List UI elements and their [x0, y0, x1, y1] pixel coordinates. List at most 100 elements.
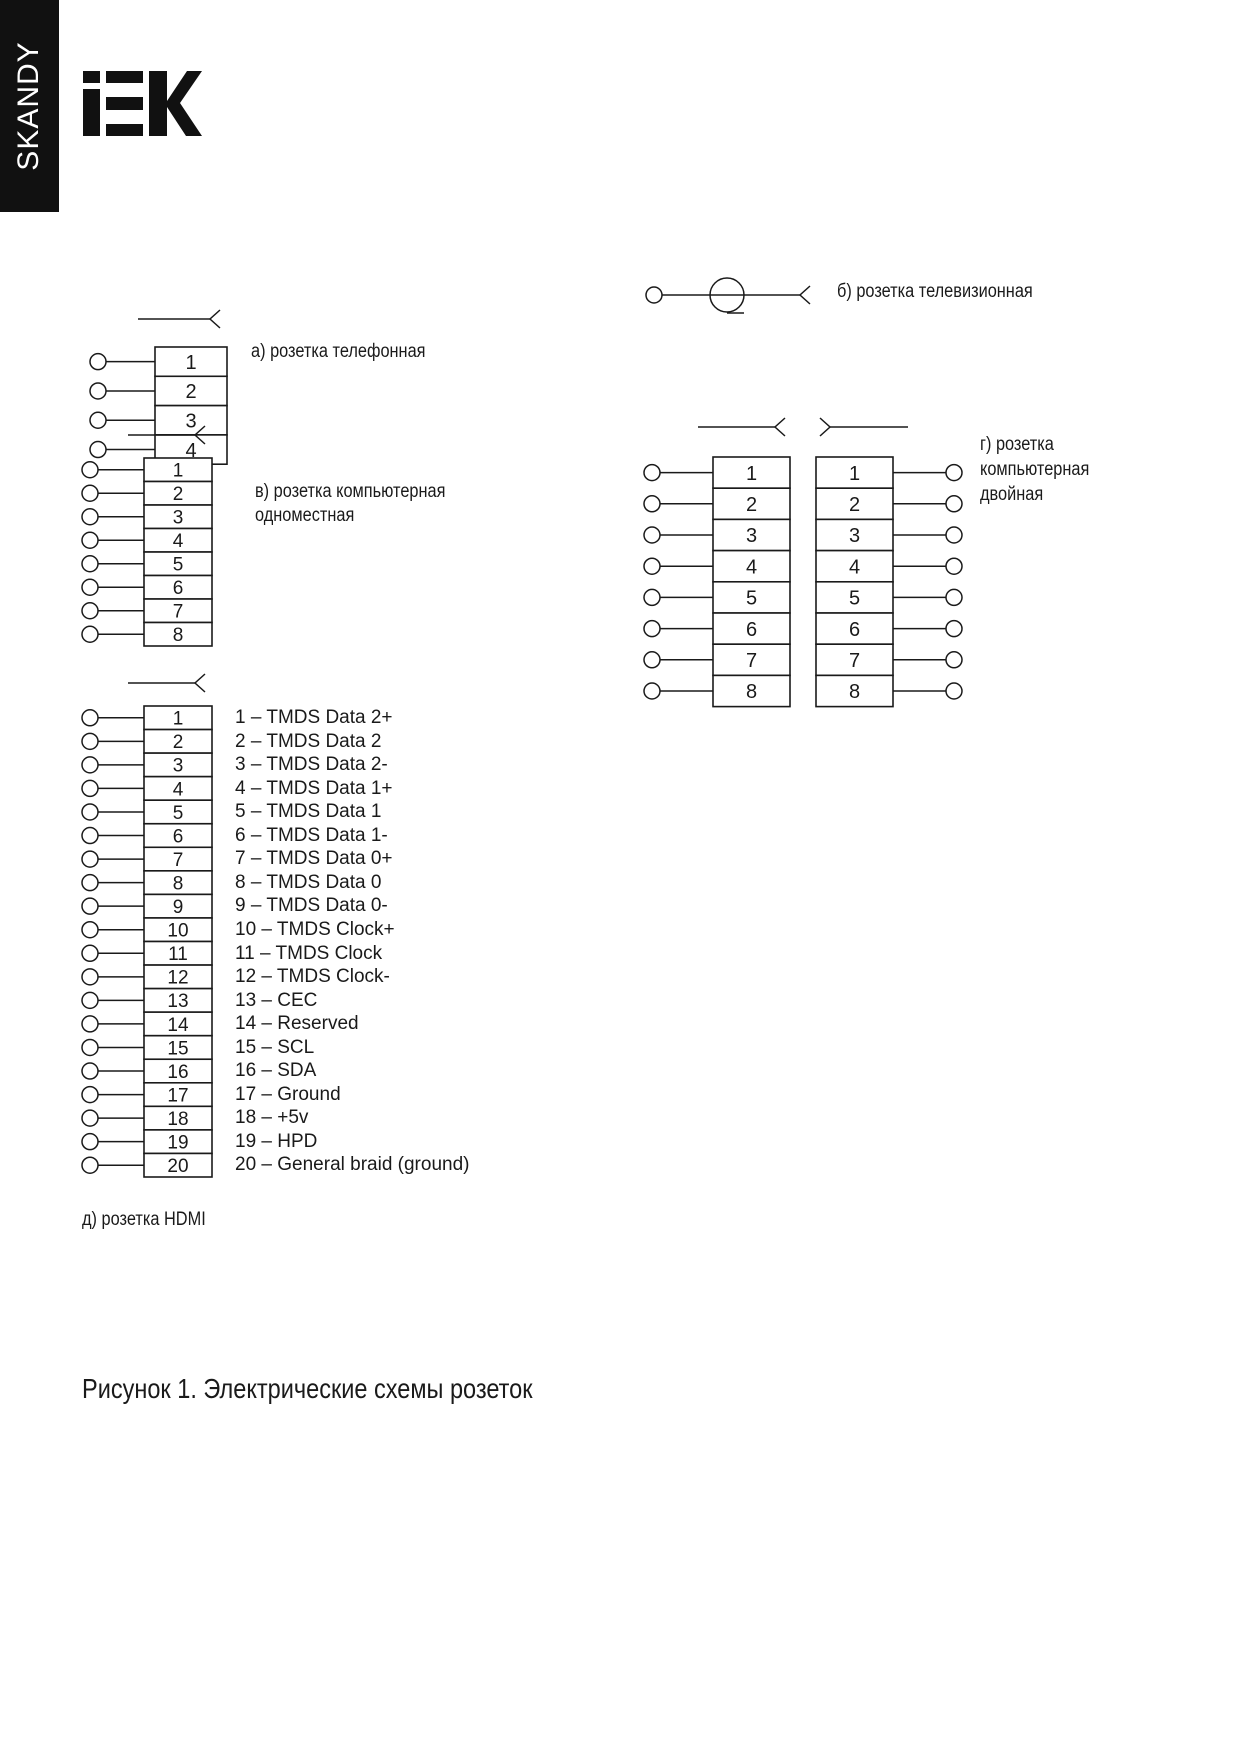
hdmi-pin-description: 18 – +5v: [235, 1107, 309, 1129]
hdmi-terminal: [81, 709, 99, 727]
phone-terminal: [89, 382, 107, 400]
computer-double-left-pin-cell: [712, 643, 791, 677]
hdmi-pin-number: 13: [167, 991, 188, 1012]
hdmi-terminal: [81, 756, 99, 774]
computer-double-right-pin-cell: [815, 612, 894, 646]
hdmi-socket-label: д) розетка HDMI: [82, 1209, 206, 1230]
computer-double-left-pin-number: 7: [746, 650, 757, 672]
phone-pin-number: 4: [185, 440, 196, 462]
hdmi-pin-number: 5: [173, 803, 184, 824]
computer-single-terminal: [81, 461, 99, 479]
computer-single-terminal: [81, 555, 99, 573]
computer-double-left-terminal: [643, 651, 661, 669]
computer-double-right-terminal: [945, 588, 963, 607]
hdmi-pin-number: 2: [173, 732, 184, 753]
computer-double-left-pin-number: 1: [746, 463, 757, 485]
computer-single-pin-number: 1: [173, 461, 184, 482]
hdmi-terminal: [81, 920, 99, 939]
phone-socket-label: а) розетка телефонная: [251, 341, 426, 362]
brand-sidebar: SKANDY: [0, 0, 59, 212]
computer-double-left-pin-number: 6: [746, 619, 757, 641]
hdmi-pin-description: 9 – TMDS Data 0-: [235, 895, 388, 917]
hdmi-pin-description: 4 – TMDS Data 1+: [235, 777, 393, 799]
hdmi-pin-description: 3 – TMDS Data 2-: [235, 754, 388, 776]
computer-double-right-terminal: [945, 651, 963, 669]
computer-single-label-2: одноместная: [255, 505, 355, 526]
tv-coax-circle: [709, 277, 745, 313]
computer-double-right-pin-number: 8: [849, 681, 860, 703]
hdmi-pin-number: 8: [173, 873, 184, 894]
computer-double-left-pin-number: 8: [746, 681, 757, 703]
hdmi-pin-number: 14: [167, 1015, 189, 1036]
computer-single-pin-number: 3: [173, 508, 184, 529]
computer-double-right-terminal: [945, 495, 963, 513]
tv-chevron: [798, 285, 811, 305]
phone-pin-number: 3: [185, 410, 196, 432]
hdmi-terminal: [81, 944, 99, 963]
hdmi-pin-number: 1: [173, 709, 184, 730]
hdmi-pin-number: 7: [173, 850, 184, 871]
computer-double-right-pin-cell: [815, 518, 894, 552]
hdmi-pin-number: 3: [173, 756, 184, 777]
computer-single-plug-chevron: [193, 425, 206, 445]
hdmi-pin-number: 15: [167, 1038, 188, 1059]
computer-double-left-pin-cell: [712, 518, 791, 552]
phone-plug-chevron: [208, 309, 221, 329]
computer-single-terminal: [81, 531, 99, 549]
hdmi-pin-description: 1 – TMDS Data 2+: [235, 707, 393, 728]
hdmi-pin-description: 20 – General braid (ground): [235, 1154, 470, 1176]
hdmi-terminal: [81, 732, 99, 751]
hdmi-terminal: [81, 1156, 99, 1174]
hdmi-plug-chevron: [193, 673, 206, 693]
computer-single-terminal: [81, 508, 99, 526]
hdmi-terminal: [81, 1085, 99, 1104]
computer-double-right-pin-number: 4: [849, 556, 860, 578]
hdmi-pin-number: 4: [173, 779, 184, 800]
hdmi-terminal: [81, 1109, 99, 1127]
hdmi-pin-number: 16: [167, 1062, 188, 1083]
computer-double-left-terminal: [643, 619, 661, 638]
computer-double-right-pin-cell: [815, 643, 894, 677]
phone-pin-cell: [154, 404, 228, 436]
computer-single-pin-number: 4: [173, 531, 184, 552]
hdmi-terminal: [81, 850, 99, 868]
computer-single-terminal: [81, 578, 99, 596]
hdmi-pin-description: 5 – TMDS Data 1: [235, 801, 382, 823]
iek-logo: [83, 71, 202, 136]
computer-single-terminal: [81, 602, 99, 620]
computer-double-label-1: г) розетка: [980, 434, 1054, 455]
computer-double-left-plug-chevron: [773, 417, 786, 437]
phone-terminal: [89, 440, 107, 459]
hdmi-pin-number: 18: [167, 1109, 188, 1130]
hdmi-terminal: [81, 1132, 99, 1151]
hdmi-pin-number: 17: [167, 1085, 188, 1106]
tv-socket-label: б) розетка телевизионная: [837, 281, 1033, 302]
computer-single-pin-number: 6: [173, 578, 184, 599]
computer-double-right-pin-number: 3: [849, 525, 860, 547]
computer-double-left-pin-cell: [712, 456, 791, 490]
computer-double-left-terminal: [643, 682, 661, 700]
computer-single-pin-number: 7: [173, 602, 184, 623]
hdmi-pin-description: 15 – SCL: [235, 1036, 315, 1058]
hdmi-pin-number: 20: [167, 1156, 188, 1177]
hdmi-terminal: [81, 779, 99, 798]
hdmi-terminal: [81, 897, 99, 915]
computer-double-right-terminal: [945, 526, 963, 544]
computer-single-pin-number: 8: [173, 625, 184, 646]
computer-double-left-pin-number: 3: [746, 525, 757, 547]
phone-pin-number: 2: [185, 381, 196, 403]
hdmi-pin-description: 14 – Reserved: [235, 1013, 359, 1035]
computer-double-left-pin-number: 2: [746, 494, 757, 516]
computer-double-left-pin-cell: [712, 580, 791, 614]
tv-terminal: [645, 286, 663, 304]
hdmi-terminal: [81, 826, 99, 845]
computer-double-left-terminal: [643, 557, 661, 575]
hdmi-pin-number: 11: [168, 944, 188, 965]
hdmi-pin-number: 19: [167, 1133, 188, 1154]
computer-double-right-pin-cell: [815, 674, 894, 708]
computer-single-pin-number: 2: [173, 484, 184, 505]
computer-double-left-terminal: [643, 495, 661, 513]
computer-double-left-pin-number: 5: [746, 588, 757, 610]
computer-single-terminal: [81, 484, 99, 502]
